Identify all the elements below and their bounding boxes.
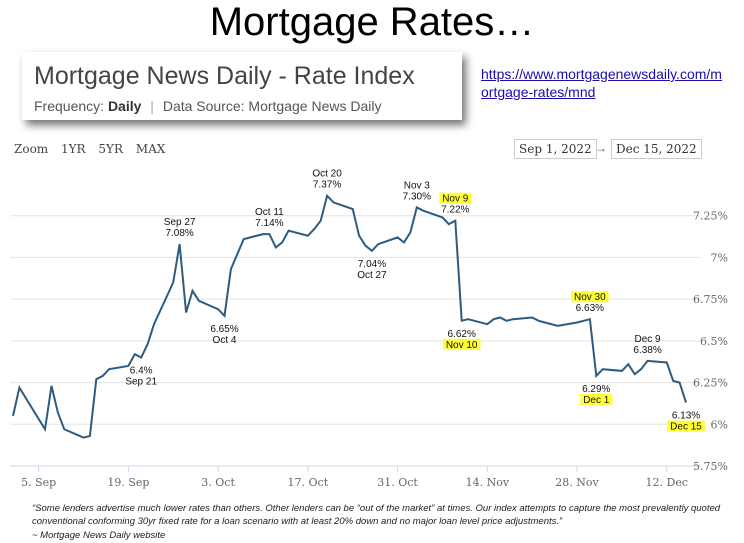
date-to-input[interactable]: Dec 15, 2022 [611, 139, 702, 159]
frequency-label: Frequency: [34, 98, 105, 114]
annotation-highlight [442, 338, 481, 350]
annotation-label: Dec 15 [670, 422, 702, 433]
source-link[interactable]: https://www.mortgagenewsdaily.com/mortga… [481, 66, 722, 100]
annotation-label: 7.14% [255, 218, 283, 229]
annotation-label: Nov 10 [446, 340, 478, 351]
annotation-label: 6.13% [672, 411, 700, 422]
y-tick-label: 6.25% [693, 377, 728, 390]
zoom-1yr-button[interactable]: 1YR [61, 142, 86, 156]
zoom-label: Zoom [14, 142, 49, 156]
annotation-highlight [571, 291, 609, 303]
annotation-label: 6.4% [130, 366, 153, 377]
annotation-label: Oct 11 [255, 207, 284, 218]
annotation-label: Nov 3 [404, 180, 431, 191]
x-tick-label: 31. Oct [377, 476, 418, 489]
y-tick-label: 6% [711, 418, 728, 431]
annotation-label: 7.37% [313, 180, 341, 191]
annotation-label: 6.38% [633, 345, 661, 356]
y-axis-ticks: 5.75% 6% 6.25% 6.5% 6.75% 7% 7.25% [693, 210, 728, 473]
annotation-label: Nov 30 [574, 292, 606, 303]
rate-index-card: Mortgage News Daily - Rate Index Frequen… [22, 52, 462, 120]
zoom-controls: Zoom 1YR 5YR MAX [14, 142, 174, 156]
annotation-label: 7.04% [358, 259, 386, 270]
zoom-max-button[interactable]: MAX [135, 142, 166, 156]
annotation-label: 6.65% [210, 324, 238, 335]
annotation-highlight [667, 420, 705, 432]
annotation-label: Dec 9 [634, 334, 661, 345]
annotation-highlight [439, 192, 472, 204]
x-tick-label: 28. Nov [555, 476, 599, 489]
x-tick-label: 5. Sep [21, 476, 56, 489]
annotation-label: Sep 21 [125, 377, 157, 388]
annotation-label: 6.63% [576, 303, 604, 314]
slide-title: Mortgage Rates… [209, 0, 535, 44]
source-label: Data Source: Mortgage News Daily [162, 98, 382, 114]
date-arrow: → [595, 141, 607, 155]
credit: ~ Mortgage News Daily website [32, 530, 166, 541]
annotation-highlight [580, 393, 613, 405]
grid-lines [10, 215, 700, 467]
annotation-label: Dec 1 [583, 395, 610, 406]
annotation-label: 7.30% [403, 191, 431, 202]
annotation-label: Sep 27 [164, 217, 196, 228]
annotation-label: Nov 9 [442, 194, 469, 205]
y-tick-label: 7.25% [693, 210, 728, 223]
x-tick-label: 17. Oct [288, 476, 329, 489]
card-subtitle: Frequency: Daily | Data Source: Mortgage… [34, 98, 381, 114]
annotation-label: 7.08% [165, 228, 193, 239]
y-tick-label: 5.75% [693, 460, 728, 473]
x-tick-label: 12. Dec [646, 476, 688, 489]
y-tick-label: 6.75% [693, 293, 728, 306]
annotation-label: Oct 4 [213, 335, 237, 346]
footnote: “Some lenders advertise much lower rates… [32, 503, 721, 527]
annotation-label: Oct 27 [357, 270, 387, 281]
rate-series-line [12, 193, 687, 439]
y-tick-label: 6.5% [700, 335, 728, 348]
zoom-5yr-button[interactable]: 5YR [98, 142, 124, 156]
annotation-label: 6.62% [447, 329, 475, 340]
date-from-input[interactable]: Sep 1, 2022 [514, 139, 597, 159]
x-tick-label: 14. Nov [466, 476, 510, 489]
x-tick-label: 19. Sep [107, 476, 149, 489]
annotations: 6.4%Sep 21 Sep 277.08% 6.65%Oct 4 Oct 117.1… [125, 169, 705, 433]
rate-chart: 5.75% 6% 6.25% 6.5% 6.75% 7% 7.25% 5. Sep 19. S… [10, 169, 728, 489]
annotation-label: 6.29% [582, 384, 610, 395]
frequency-value: Daily [107, 98, 142, 114]
card-title: Mortgage News Daily - Rate Index [34, 62, 415, 90]
divider: | [150, 98, 154, 114]
x-tick-label: 3. Oct [201, 476, 235, 489]
annotation-label: 7.22% [441, 205, 469, 216]
annotation-label: Oct 20 [312, 169, 342, 180]
y-tick-label: 7% [711, 251, 728, 264]
x-axis-ticks: 5. Sep 19. Sep 3. Oct 17. Oct 31. Oct 14. Nov… [21, 466, 688, 489]
